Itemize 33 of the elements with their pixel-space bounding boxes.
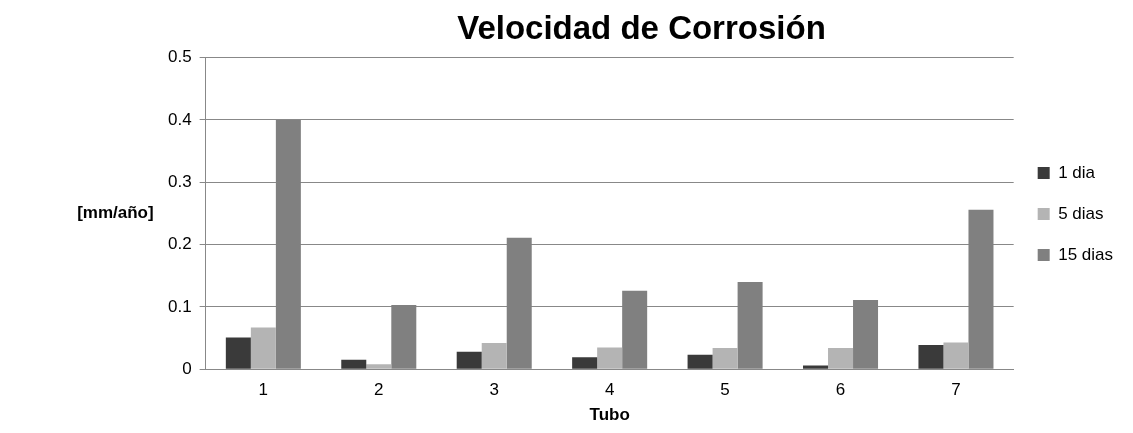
bar (225, 337, 251, 369)
x-tick-label: 2 (374, 380, 384, 400)
bar (481, 343, 507, 369)
bar (803, 365, 829, 369)
legend-label: 15 dias (1058, 244, 1114, 264)
y-tick-label: 0.5 (167, 47, 192, 67)
y-axis-title: [mm/año] (77, 203, 154, 223)
x-axis-title: Tubo (589, 405, 630, 425)
x-tick-label: 5 (720, 380, 730, 400)
x-tick-label: 6 (835, 380, 846, 400)
bar (597, 347, 623, 369)
bar (366, 364, 392, 369)
legend-label: 1 dia (1058, 162, 1096, 182)
y-tick-label: 0.3 (167, 171, 192, 191)
x-tick-label: 7 (951, 380, 961, 400)
chart-title: Velocidad de Corrosión (457, 8, 826, 46)
bar (943, 342, 969, 369)
bar (456, 351, 482, 369)
x-tick-label: 4 (604, 380, 615, 400)
bar (687, 354, 713, 369)
bar (918, 344, 944, 369)
bar (712, 348, 738, 369)
bar (828, 348, 854, 369)
y-tick-label: 0.2 (167, 234, 192, 254)
bar (341, 359, 367, 369)
x-tick-label: 1 (258, 380, 269, 400)
bar (572, 357, 598, 369)
y-tick-label: 0.1 (167, 296, 192, 316)
bar (250, 327, 276, 369)
x-tick-label: 3 (489, 380, 499, 400)
y-tick-label: 0 (182, 358, 192, 378)
legend-label: 5 dias (1058, 203, 1104, 223)
y-tick-label: 0.4 (167, 109, 192, 129)
